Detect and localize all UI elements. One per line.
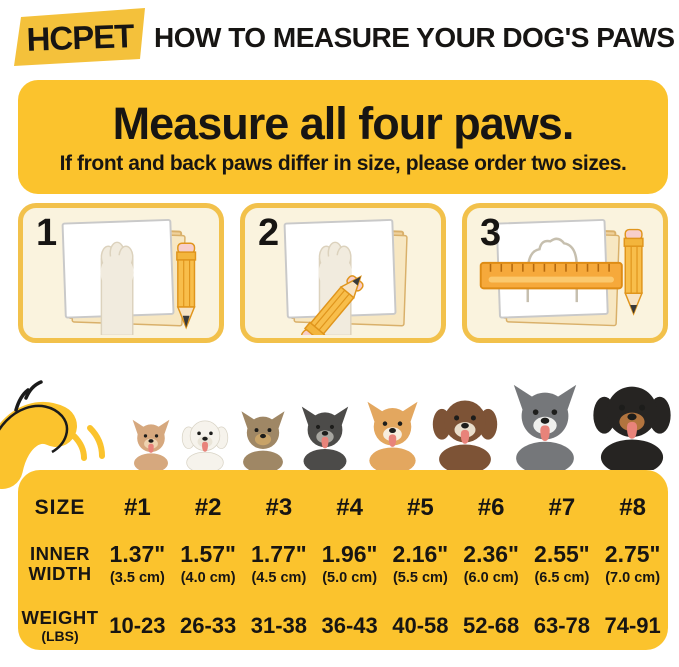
- inner-width-row-label: INNER WIDTH: [28, 542, 92, 585]
- size-cell: #2: [194, 494, 222, 521]
- ruler-icon: [479, 261, 623, 290]
- size-cell: #8: [619, 494, 646, 521]
- inner-width-inches: 2.55": [534, 541, 590, 567]
- step-3-box: 3: [462, 203, 668, 343]
- inner-width-inches: 2.36": [463, 541, 519, 567]
- dog-breed-lineup: [128, 370, 674, 470]
- pencil-icon: [300, 275, 364, 336]
- step-1-box: 1: [18, 203, 224, 343]
- step-3-number: 3: [480, 212, 502, 254]
- inner-width-row: INNER WIDTH 1.37" (3.5 cm) 1.57" (4.0 cm…: [18, 541, 668, 587]
- dog-shiba-inu: [367, 401, 418, 470]
- inner-width-cell: 2.75" (7.0 cm): [597, 541, 668, 587]
- weight-cell: 10-23: [109, 613, 166, 639]
- page-title: HOW TO MEASURE YOUR DOG'S PAWS: [154, 22, 675, 53]
- inner-width-cm: (4.5 cm): [251, 570, 307, 587]
- inner-width-cell: 1.57" (4.0 cm): [173, 541, 244, 587]
- banner-title: Measure all four paws.: [112, 98, 575, 149]
- weight-cell: 52-68: [462, 613, 520, 639]
- weight-row-label: WEIGHT (LBS): [21, 607, 99, 644]
- logo-blob: [14, 8, 145, 66]
- inner-width-cell: 2.16" (5.5 cm): [385, 541, 456, 587]
- weight-cell: 74-91: [604, 613, 661, 639]
- inner-width-cell: 2.36" (6.0 cm): [456, 541, 527, 587]
- header: HCPET HOW TO MEASURE YOUR DOG'S PAWS: [0, 0, 679, 76]
- dog-yorkshire-terrier: [241, 411, 285, 470]
- pencil-icon: [176, 242, 197, 330]
- dog-rottweiler: [593, 386, 671, 470]
- inner-width-cm: (5.0 cm): [322, 570, 378, 587]
- dog-miniature-schnauzer: [302, 406, 349, 470]
- weight-cell: 63-78: [533, 613, 591, 639]
- hcpet-logo: HCPET: [14, 8, 145, 66]
- dog-bichon-frise: [181, 420, 229, 470]
- inner-width-cm: (7.0 cm): [605, 570, 661, 587]
- paw-outline-icon: [526, 237, 578, 303]
- inner-width-cm: (5.5 cm): [392, 570, 448, 587]
- paw-icon: [100, 241, 134, 336]
- size-cell: #6: [477, 494, 505, 521]
- inner-width-inches: 2.75": [604, 541, 661, 567]
- size-chart-panel: SIZE #1 #2 #3 #4 #5 #6 #7 #8 INNER WIDTH 1.37" …: [18, 470, 668, 650]
- inner-width-inches: 2.16": [392, 541, 449, 567]
- inner-width-inches: 1.57": [180, 541, 236, 567]
- motion-lines-icon: [71, 425, 105, 461]
- step-2-illustration-tracing-paw-icon: [283, 218, 408, 336]
- step-3-illustration-ruler-measure-icon: [479, 218, 644, 327]
- weight-row: WEIGHT (LBS) 10-23 26-33 31-38 36-43 40-58 52…: [18, 607, 668, 644]
- inner-width-cm: (3.5 cm): [109, 570, 165, 587]
- inner-width-cell: 1.37" (3.5 cm): [102, 541, 173, 587]
- size-cell: #7: [548, 494, 576, 521]
- weight-cell: 26-33: [179, 613, 237, 639]
- inner-width-cm: (6.0 cm): [463, 570, 519, 587]
- inner-width-inches: 1.77": [251, 541, 307, 567]
- size-cell: #4: [336, 494, 363, 521]
- weight-cell: 31-38: [250, 613, 308, 639]
- yellow-swoosh-doodle-icon: [0, 380, 105, 489]
- inner-width-cm: (6.5 cm): [534, 570, 590, 587]
- measuring-steps: 1: [18, 203, 668, 343]
- pencil-icon: [623, 228, 644, 316]
- dog-siberian-husky: [513, 384, 577, 470]
- size-cell: #1: [124, 494, 151, 521]
- banner-subtitle: If front and back paws differ in size, p…: [59, 152, 627, 175]
- size-cell: #3: [265, 494, 293, 521]
- inner-width-cell: 1.77" (4.5 cm): [244, 541, 315, 587]
- step-1-illustration-paw-on-paper-icon: [61, 218, 197, 336]
- size-row-label: SIZE: [34, 496, 86, 520]
- step-2-box: 2: [240, 203, 446, 343]
- logo-text: HCPET: [26, 17, 135, 58]
- inner-width-cm: (4.0 cm): [180, 570, 236, 587]
- weight-cell: 40-58: [392, 613, 449, 639]
- inner-width-cell: 2.55" (6.5 cm): [527, 541, 598, 587]
- inner-width-inches: 1.96": [321, 541, 378, 567]
- size-row: SIZE #1 #2 #3 #4 #5 #6 #7 #8: [18, 494, 668, 522]
- step-2-number: 2: [258, 212, 280, 254]
- inner-width-inches: 1.37": [109, 541, 166, 567]
- weight-cell: 36-43: [321, 613, 378, 639]
- size-cell: #5: [407, 494, 434, 521]
- motion-lines-icon: [14, 380, 43, 412]
- step-1-number: 1: [36, 212, 58, 254]
- banner: Measure all four paws. If front and back…: [18, 80, 668, 194]
- dog-chihuahua: [132, 419, 170, 470]
- inner-width-cell: 1.96" (5.0 cm): [314, 541, 385, 587]
- dog-australian-shepherd: [432, 400, 497, 470]
